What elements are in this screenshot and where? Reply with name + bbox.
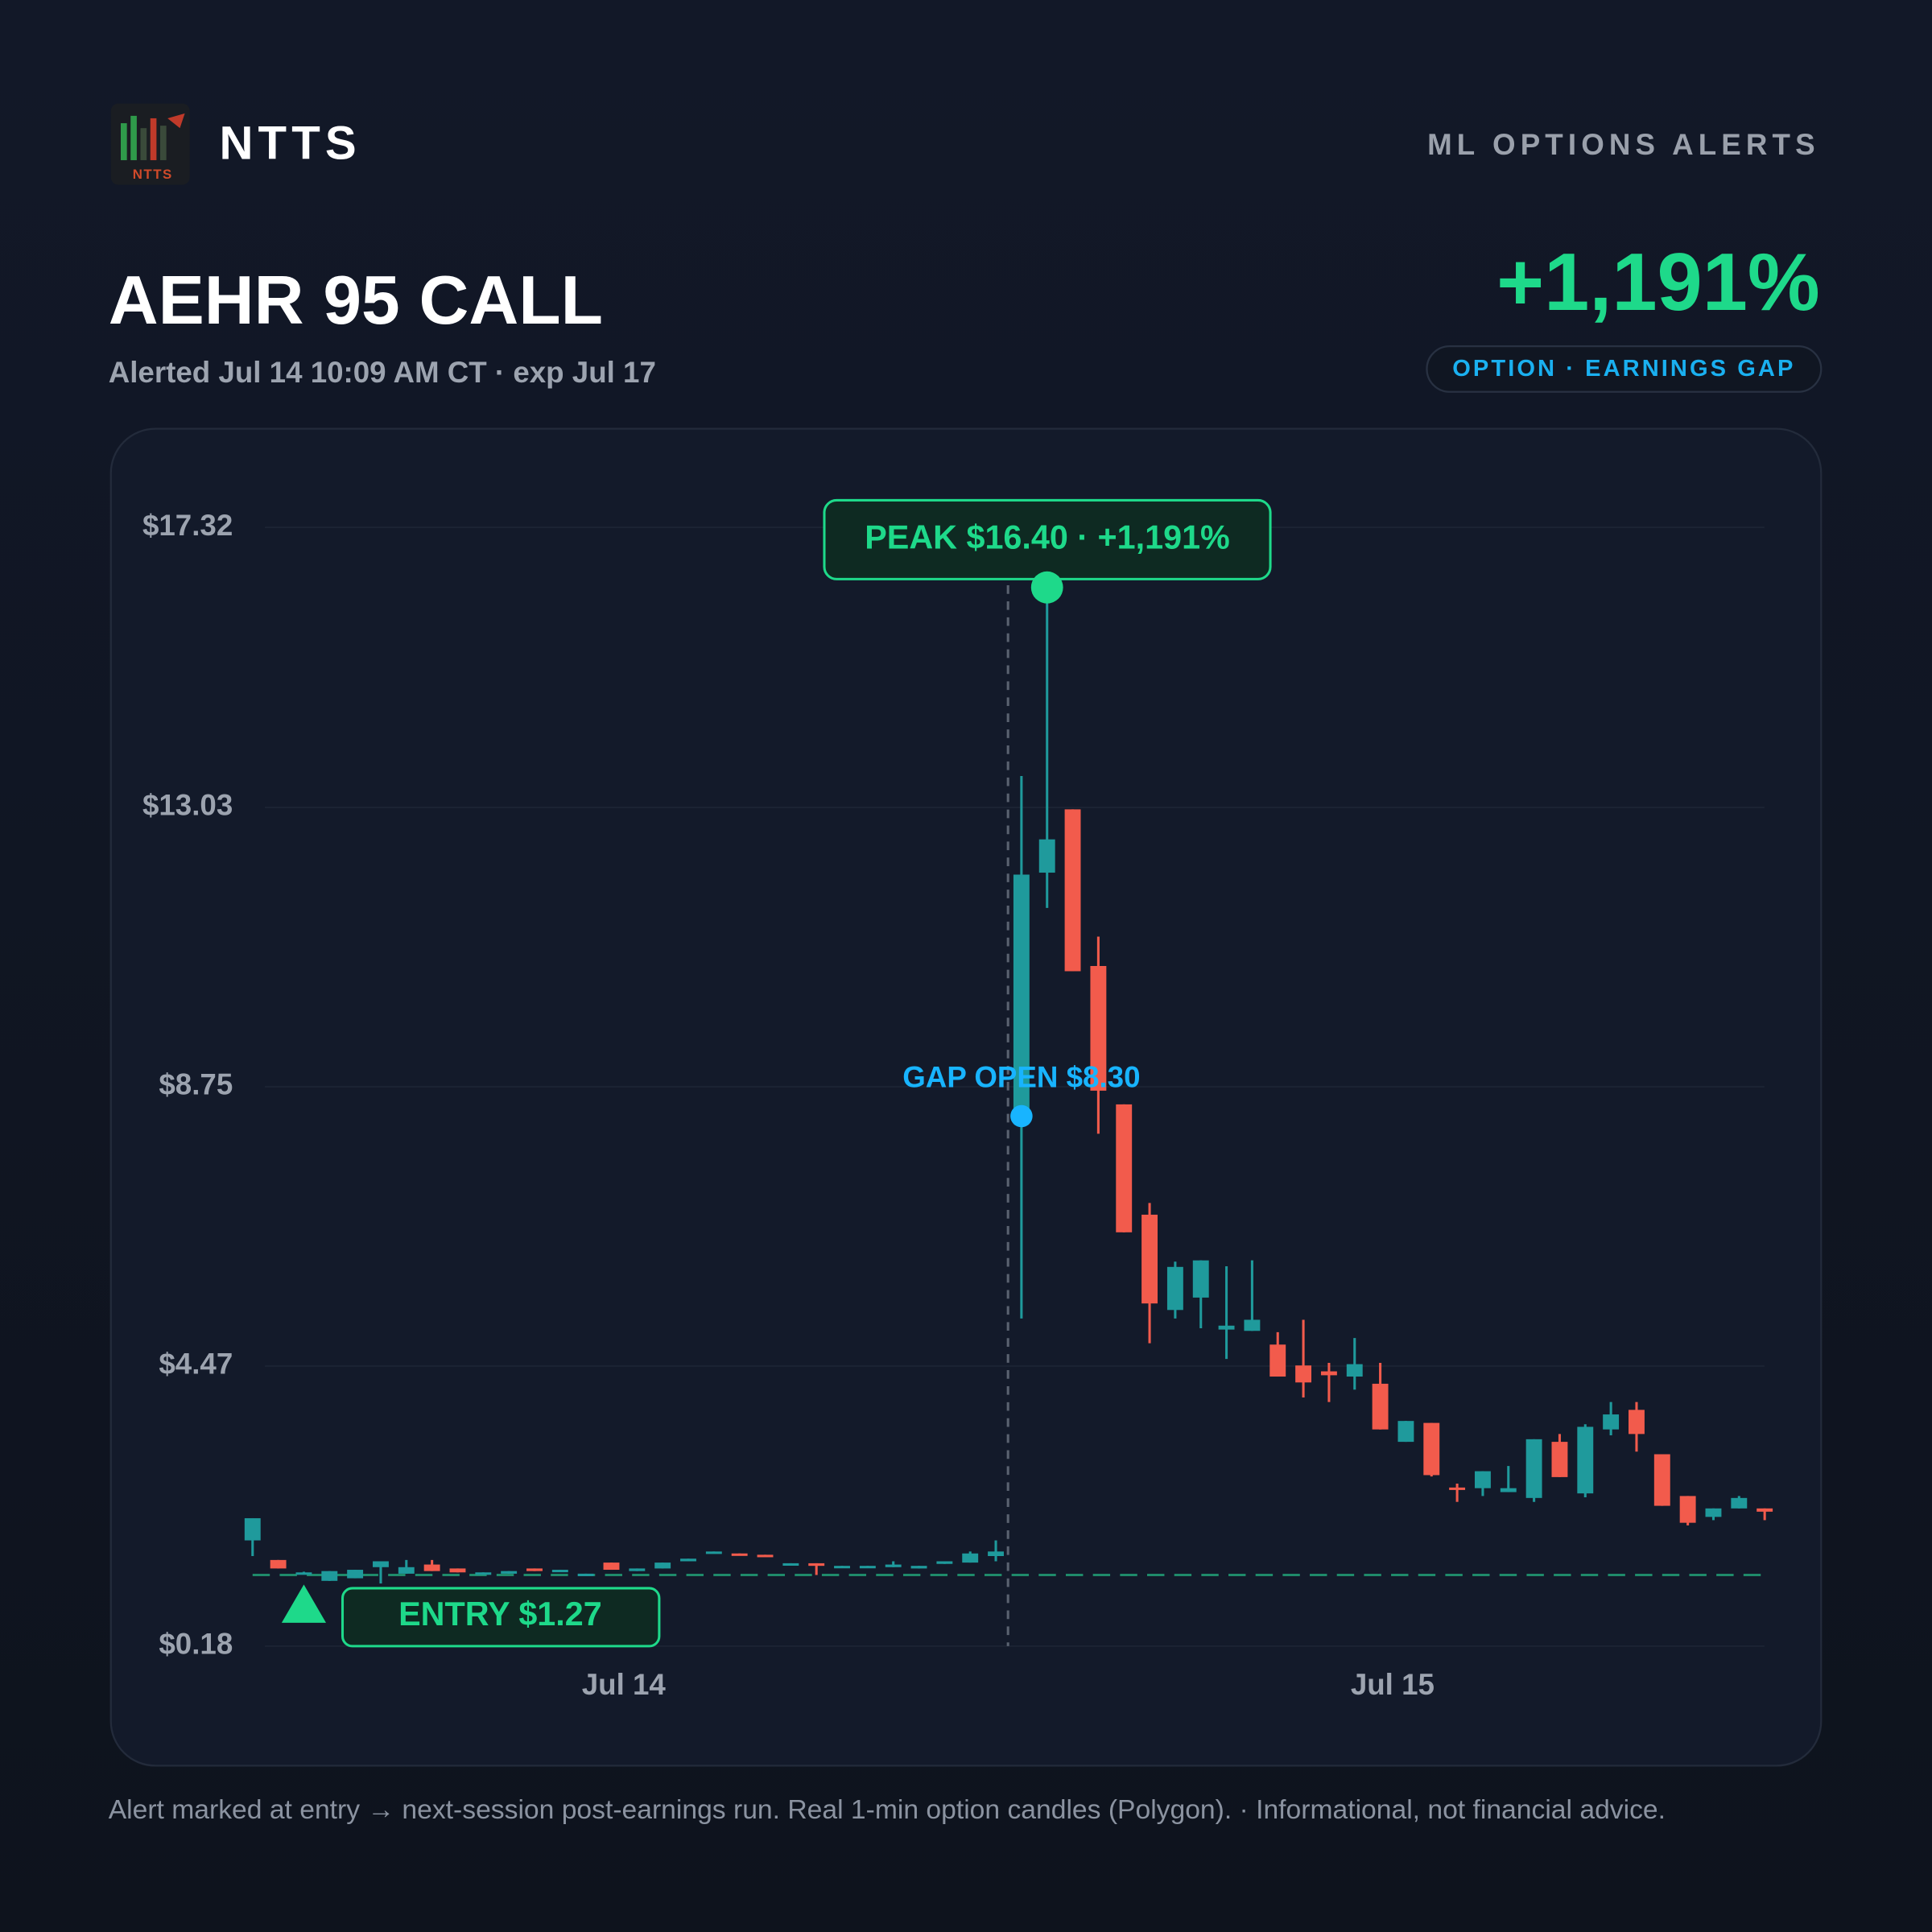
candle-body <box>962 1553 979 1563</box>
candle-body <box>885 1564 902 1567</box>
candle-body <box>910 1566 927 1569</box>
candle-body <box>680 1558 696 1562</box>
candle-body <box>1449 1487 1466 1490</box>
candle-body <box>1705 1508 1722 1517</box>
candle-body <box>731 1553 748 1556</box>
y-tick-label: $17.32 <box>142 509 233 542</box>
candle-body <box>1757 1508 1773 1512</box>
candle-body <box>347 1570 364 1579</box>
candle-body <box>449 1568 466 1573</box>
candle-body <box>1372 1383 1389 1430</box>
candle-body <box>398 1567 415 1574</box>
candle-body <box>551 1570 568 1573</box>
candle-body <box>936 1561 953 1564</box>
candle-body <box>1653 1454 1670 1506</box>
peak-marker <box>1030 571 1063 604</box>
candle-body <box>1064 809 1081 972</box>
candle-body <box>1397 1421 1414 1443</box>
candle-body <box>1116 1104 1133 1232</box>
candle-body <box>988 1551 1004 1557</box>
gap-marker <box>1010 1104 1033 1128</box>
candle-body <box>1038 839 1055 873</box>
candle-body <box>1551 1442 1568 1477</box>
gain: +1,191% <box>1496 237 1820 328</box>
entry-marker <box>281 1584 326 1623</box>
candle-body <box>526 1568 543 1571</box>
logo: NTTS <box>110 103 190 185</box>
candle-body <box>1269 1344 1286 1377</box>
candle-body <box>782 1563 799 1566</box>
candle-body <box>244 1517 261 1541</box>
candle-body <box>1166 1266 1183 1311</box>
candle-body <box>757 1554 774 1558</box>
badge-text: OPTION · EARNINGS GAP <box>1452 356 1795 382</box>
peak-label: PEAK $16.40 · +1,191% <box>865 518 1230 555</box>
candle-body <box>1525 1439 1542 1498</box>
candle-body <box>859 1566 876 1569</box>
candle-body <box>1295 1365 1312 1383</box>
candle-body <box>654 1563 671 1569</box>
title: AEHR 95 CALL <box>109 262 603 339</box>
y-tick-label: $8.75 <box>159 1068 233 1101</box>
candle-body <box>295 1572 312 1575</box>
gap-label: GAP OPEN $8.30 <box>902 1060 1140 1093</box>
candle-body <box>1423 1422 1440 1476</box>
candle-body <box>423 1564 440 1571</box>
logo-text: NTTS <box>133 167 173 182</box>
candle-body <box>321 1571 338 1581</box>
subtitle: Alerted Jul 14 10:09 AM CT · exp Jul 17 <box>109 356 656 389</box>
candle-body <box>1192 1260 1209 1298</box>
candle-body <box>705 1551 722 1554</box>
candle-body <box>577 1573 594 1576</box>
candle-body <box>1320 1371 1337 1376</box>
y-tick-label: $0.18 <box>159 1628 233 1661</box>
y-tick-label: $13.03 <box>142 789 233 822</box>
entry-label: ENTRY $1.27 <box>398 1596 602 1633</box>
candle-body <box>1603 1414 1620 1430</box>
candle-body <box>475 1572 492 1575</box>
candle-body <box>1500 1488 1517 1492</box>
candle-body <box>270 1559 287 1569</box>
plot: $17.32 $13.03 $8.75 $4.47 $0.18 Jul 14 Jul 15 G… <box>142 498 1773 1701</box>
candle-body <box>1629 1410 1645 1435</box>
x-tick-label: Jul 14 <box>582 1668 667 1701</box>
badge <box>1426 345 1823 393</box>
candle-body <box>1218 1325 1235 1330</box>
tagline: ML OPTIONS ALERTS <box>1427 128 1820 161</box>
candle-body <box>501 1571 518 1574</box>
chart-card <box>109 427 1823 1767</box>
candle-body <box>1577 1426 1594 1494</box>
brand: NTTS <box>219 118 361 170</box>
y-tick-label: $4.47 <box>159 1348 233 1381</box>
x-tick-label: Jul 15 <box>1351 1668 1435 1701</box>
candle-body <box>1474 1471 1491 1488</box>
footer: Alert marked at entry → next-session pos… <box>109 1795 1666 1825</box>
candle-body <box>1731 1497 1748 1509</box>
candle-body <box>1141 1214 1158 1304</box>
candle-body <box>1679 1496 1696 1523</box>
candle-body <box>603 1563 620 1571</box>
candle-body <box>629 1568 646 1571</box>
entry-box <box>341 1587 661 1648</box>
candle-body <box>373 1561 389 1567</box>
candle-body <box>808 1563 825 1567</box>
candle-body <box>1244 1319 1261 1331</box>
candle-body <box>1346 1364 1363 1377</box>
candle-body <box>834 1566 850 1569</box>
candle-body <box>1013 874 1030 1117</box>
candle-body <box>1090 965 1107 1091</box>
